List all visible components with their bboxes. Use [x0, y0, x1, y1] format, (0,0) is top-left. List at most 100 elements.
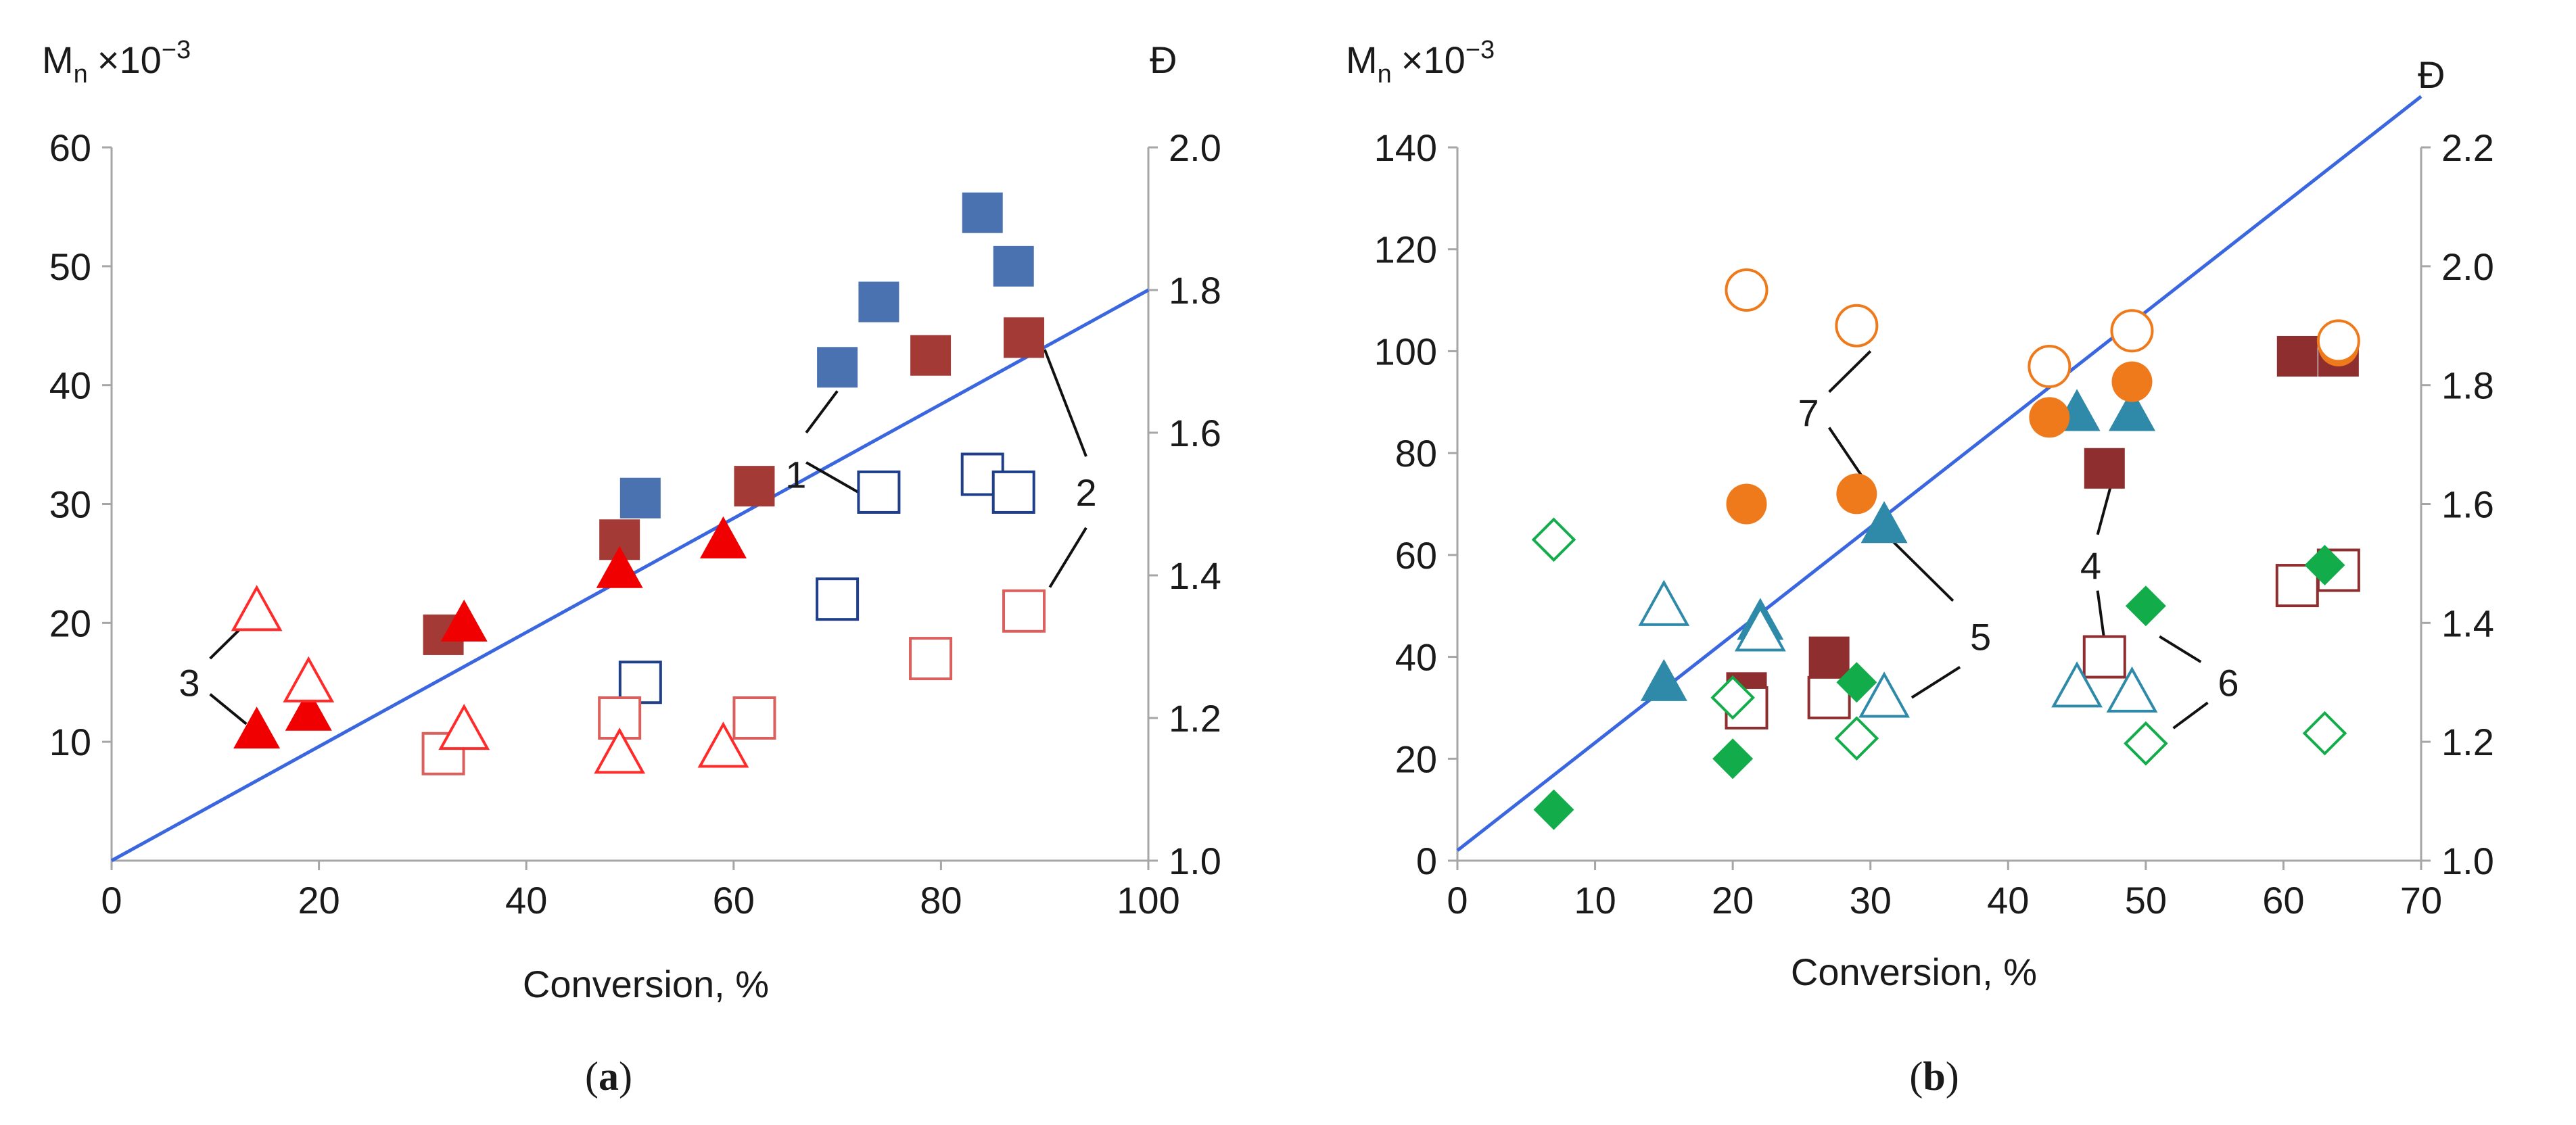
panel-a-point-1-Mn: [858, 281, 899, 322]
panel-b-point-6-Mn: [1533, 789, 1574, 830]
panel-a-point-2-Mn: [734, 466, 775, 507]
panel-a-point-3-Mn: [596, 546, 643, 588]
panel-a-leader-line-1: [805, 390, 839, 434]
panel-b-y-left-tick-label: 20: [1395, 738, 1437, 780]
panel-b-axes: [1456, 147, 2422, 862]
panel-b-leader-line-7: [1827, 427, 1865, 479]
panel-b-x-tick-label: 70: [2400, 879, 2442, 921]
panel-b-leader-line-5: [1890, 538, 1954, 602]
panel-b-point-5-D: [1858, 671, 1910, 718]
panel-a-point-1-D: [618, 661, 662, 704]
panel-b-point-7-D: [2110, 309, 2154, 353]
panel-a-point-2-Mn: [1004, 317, 1045, 358]
panel-a-point-3-D: [283, 656, 335, 702]
panel-a-markers: [231, 192, 1046, 775]
panel-a-y-left-tick-label: 30: [49, 483, 91, 526]
panel-b-y-right-tick-label: 1.4: [2441, 602, 2494, 644]
panel-a-right-axis-label: Đ: [1150, 39, 1177, 81]
panel-a-y-left-tick-label: 40: [49, 364, 91, 407]
panel-a-point-3-Mn: [285, 688, 332, 731]
panel-a-leader-line-2: [1048, 527, 1087, 588]
panel-b-point-6-Mn: [2304, 544, 2345, 585]
panel-a-leader-line-3: [209, 693, 248, 725]
panel-b-leader-line-7: [1828, 350, 1872, 393]
panel-a-annotation-labels: 1 2 3: [179, 454, 1096, 704]
panel-a-x-tick-label: 100: [1117, 879, 1179, 921]
panel-b-x-tick-label: 60: [2262, 879, 2304, 921]
panel-b-caption: (b): [1909, 1054, 1959, 1099]
panel-a-leader-line-1: [805, 461, 859, 494]
panel-b-point-7-Mn: [1726, 483, 1767, 525]
panel-b-point-4-D: [2275, 564, 2319, 608]
panel-b-y-left-tick-label: 140: [1374, 126, 1437, 169]
panel-b-y-right-tick-label: 2.0: [2441, 245, 2494, 288]
panel-b-point-5-D: [2051, 661, 2103, 708]
panel-b-leader-line-5: [1911, 665, 1961, 699]
panel-a-label-1: 1: [785, 454, 806, 496]
panel-b-y-left-tick-label: 100: [1374, 330, 1437, 373]
panel-a-point-3-Mn: [233, 707, 281, 749]
panel-a-x-tick-label: 40: [505, 879, 547, 921]
panel-b-point-5-D: [1734, 605, 1786, 652]
panel-b-point-5-Mn: [1860, 501, 1908, 544]
panel-a-caption: (a): [585, 1054, 632, 1099]
panel-a-y-left-tick-label: 60: [49, 126, 91, 169]
panel-b-point-7-D: [2316, 319, 2360, 363]
panel-b-point-6-Mn: [2125, 585, 2166, 627]
panel-b-point-7-Mn: [1836, 473, 1877, 514]
panel-a-y-left-tick-label: 50: [49, 245, 91, 288]
panel-b-leader-line-4: [2096, 483, 2113, 535]
panel-b-ticks: 0 10 20 30 40 50 60 70 0 20 40 60 80 100 120 140 1.0 1.2 1…: [1374, 126, 2494, 921]
panel-a-y-right-tick-label: 1.6: [1169, 412, 1221, 454]
panel-a-left-axis-label: Mn ×10−3: [42, 36, 191, 89]
panel-b-y-right-tick-label: 1.6: [2441, 483, 2494, 526]
panel-a-point-3-D: [438, 703, 490, 750]
panel-a-label-2: 2: [1075, 471, 1096, 514]
panel-a-x-tick-label: 20: [298, 879, 339, 921]
panel-b-point-7-D: [1725, 268, 1769, 312]
panel-b-label-6: 6: [2218, 661, 2239, 704]
panel-a-y-right-tick-label: 1.4: [1169, 554, 1221, 597]
panel-b-label-7: 7: [1798, 391, 1819, 434]
panel-a-point-3-D: [231, 585, 283, 631]
panel-a-y-right-tick-label: 2.0: [1169, 126, 1221, 169]
panel-b-point-6-D: [2124, 721, 2168, 766]
panel-a-point-2-D: [732, 696, 776, 740]
panel-b-y-left-tick-label: 60: [1395, 534, 1437, 577]
panel-b-x-tick-label: 20: [1712, 879, 1754, 921]
panel-b-y-left-tick-label: 80: [1395, 432, 1437, 475]
panel-a-point-3-Mn: [699, 516, 747, 558]
panel-b-point-7-D: [2028, 345, 2071, 389]
panel-b-y-right-tick-label: 1.8: [2441, 364, 2494, 407]
panel-b-y-left-tick-label: 0: [1416, 840, 1437, 882]
panel-a-point-2-D: [1002, 589, 1046, 633]
panel-a-point-1-D: [857, 470, 901, 514]
panel-b-point-5-Mn: [1640, 659, 1687, 701]
panel-a-x-tick-label: 60: [713, 879, 755, 921]
panel-a-y-right-tick-label: 1.0: [1169, 840, 1221, 882]
panel-a-point-1-Mn: [993, 245, 1034, 287]
panel-a-annotation-lines: [209, 349, 1087, 725]
panel-a-point-3-D: [594, 727, 646, 774]
panel-b-point-5-D: [2106, 666, 2158, 713]
panel-b-leader-line-6: [2172, 701, 2209, 729]
panel-a-leader-line-2: [1043, 349, 1087, 457]
panel-b-markers: [1531, 268, 2360, 830]
panel-b-y-left-tick-label: 120: [1374, 229, 1437, 271]
panel-b-left-axis-label: Mn ×10−3: [1346, 36, 1495, 89]
panel-b-x-tick-label: 50: [2125, 879, 2167, 921]
panel-b-point-6-Mn: [1836, 662, 1877, 703]
panel-b-right-axis-label: Đ: [2418, 53, 2445, 96]
panel-a-point-1-Mn: [962, 192, 1003, 233]
panel-b-leader-line-4: [2096, 590, 2106, 642]
panel-b-point-6-D: [1834, 716, 1879, 761]
panel-a-y-left-tick-label: 10: [49, 721, 91, 763]
panel-b-x-axis-label: Conversion, %: [1791, 951, 2037, 993]
panel-b-point-4-D: [2082, 635, 2126, 679]
panel-b-point-6-D: [1531, 517, 1576, 562]
panel-b-annotation-lines: [1827, 350, 2209, 729]
panel-b-point-6-Mn: [1712, 738, 1754, 780]
panel-b-y-right-tick-label: 1.0: [2441, 840, 2494, 882]
panel-a-point-3-D: [697, 721, 749, 768]
panel-b-annotation-labels: 7 5 4 6: [1798, 391, 2239, 704]
